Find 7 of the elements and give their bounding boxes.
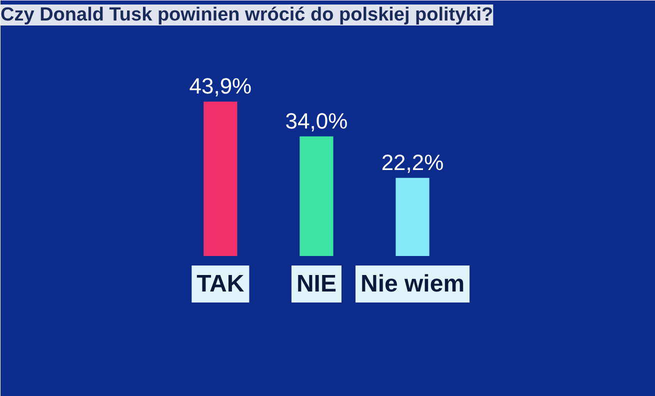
data-label: 22,2% [381,150,444,175]
x-tick-label: NIE [296,270,336,298]
data-label: 43,9% [189,74,252,99]
chart-title: Czy Donald Tusk powinien wrócić do polskiej polityki? [0,4,494,26]
x-tick-label: Nie wiem [360,270,465,298]
x-tick-label: TAK [196,270,245,298]
data-label: 34,0% [285,108,348,134]
